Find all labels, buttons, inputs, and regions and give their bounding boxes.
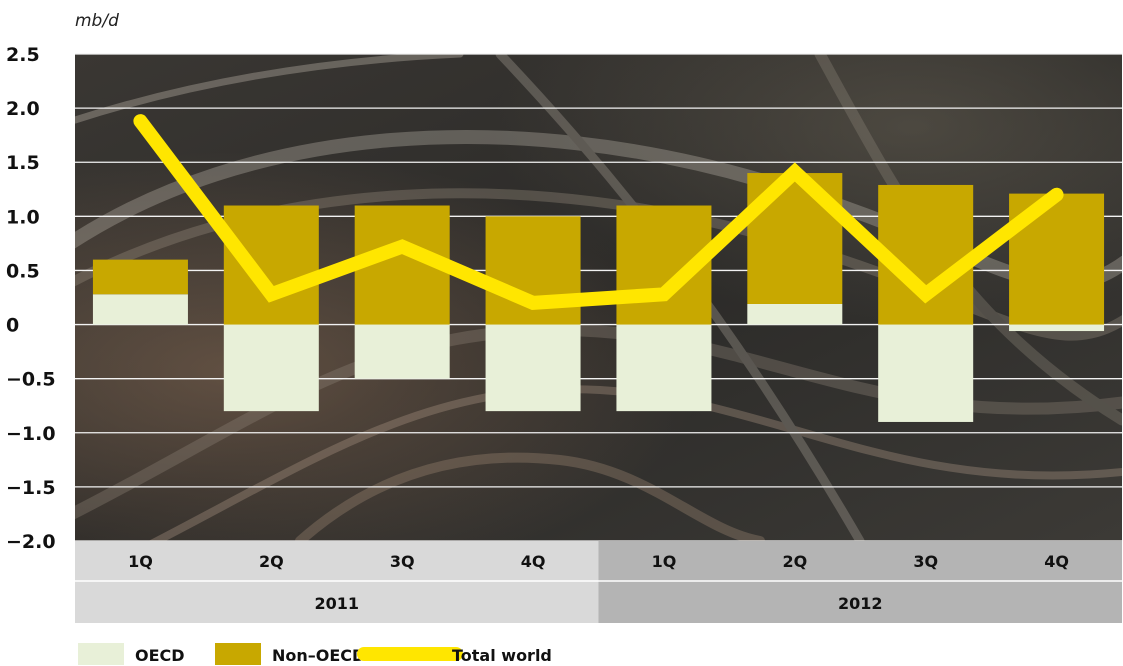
- bar-oecd: [92, 294, 188, 325]
- year-label: 2012: [838, 594, 883, 613]
- bar-oecd: [485, 324, 581, 412]
- x-tick-label: 4Q: [1044, 552, 1069, 571]
- legend-swatch-oecd: [78, 643, 124, 665]
- bar-oecd: [878, 324, 974, 422]
- y-tick-label: −0.5: [6, 369, 56, 391]
- y-tick-label: −1.5: [6, 477, 56, 499]
- x-tick-label: 3Q: [913, 552, 938, 571]
- legend-label-total-world: Total world: [452, 646, 552, 665]
- bar-oecd: [354, 324, 450, 379]
- bar-oecd: [747, 303, 843, 325]
- legend-label-oecd: OECD: [135, 646, 185, 665]
- x-tick-label: 3Q: [390, 552, 415, 571]
- bar-oecd: [223, 324, 319, 412]
- y-tick-label: 2.0: [6, 98, 40, 120]
- y-tick-label: 2.5: [6, 44, 40, 66]
- legend-label-non-oecd: Non–OECD: [272, 646, 365, 665]
- bar-non-oecd: [747, 173, 843, 304]
- x-tick-label: 2Q: [259, 552, 284, 571]
- bar-oecd: [616, 324, 712, 412]
- y-axis-ticks: 2.5 2.0 1.5 1.0 0.5 0 −0.5 −1.0 −1.5 −2.0: [6, 44, 56, 553]
- x-tick-label: 1Q: [128, 552, 153, 571]
- x-axis: 2011 2012 1Q 2Q 3Q 4Q 1Q 2Q 3Q 4Q: [75, 541, 1122, 623]
- y-tick-label: 1.5: [6, 152, 40, 174]
- bar-oecd: [1009, 324, 1105, 332]
- y-tick-label: 1.0: [6, 206, 40, 228]
- x-tick-label: 2Q: [782, 552, 807, 571]
- line-total-world: [133, 114, 1064, 310]
- year-band: [598, 541, 1122, 623]
- legend: OECD Non–OECD Total world: [78, 643, 552, 665]
- y-tick-label: −2.0: [6, 531, 56, 553]
- total-world-line-layer: [133, 114, 1064, 310]
- y-tick-label: 0.5: [6, 260, 40, 282]
- year-label: 2011: [314, 594, 359, 613]
- bar-non-oecd: [92, 259, 188, 295]
- bar-non-oecd: [223, 205, 319, 325]
- y-tick-label: −1.0: [6, 423, 56, 445]
- x-tick-label: 4Q: [521, 552, 546, 571]
- year-band: [75, 541, 599, 623]
- y-tick-label: 0: [6, 315, 19, 337]
- y-axis-unit: mb/d: [75, 11, 119, 31]
- legend-swatch-non-oecd: [215, 643, 261, 665]
- x-tick-label: 1Q: [652, 552, 677, 571]
